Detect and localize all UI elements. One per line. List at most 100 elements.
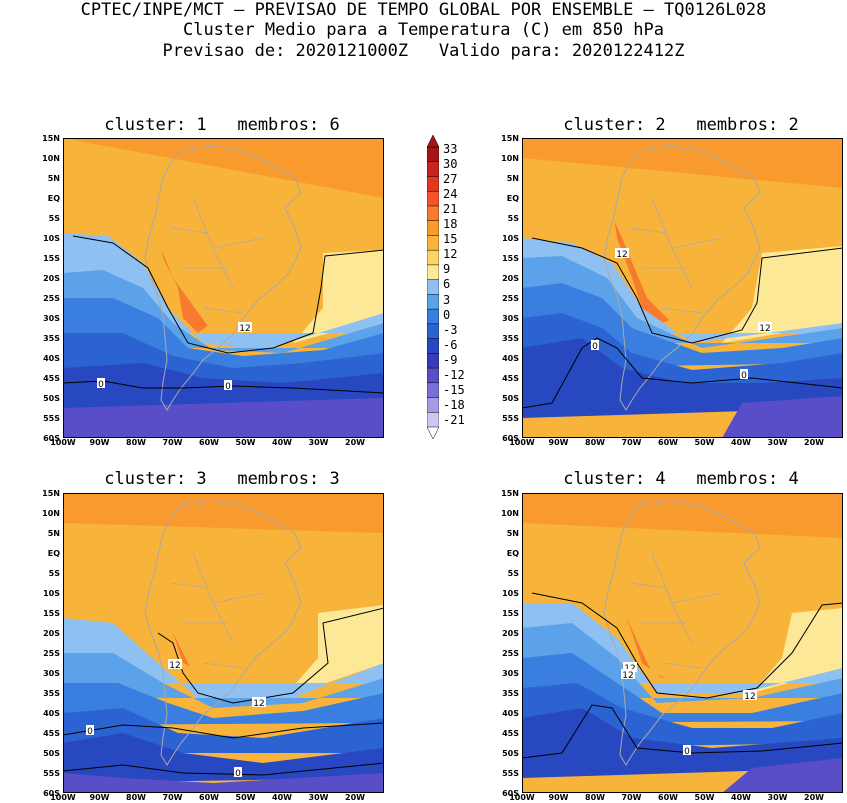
panel-2-title: cluster: 2 membros: 2 xyxy=(563,115,799,135)
svg-text:0: 0 xyxy=(592,342,598,352)
lon-tick-label: 50W xyxy=(694,438,715,447)
temperature-band xyxy=(522,338,843,418)
lon-tick-label: 50W xyxy=(235,793,256,802)
lat-tick-label: 30S xyxy=(43,669,60,678)
map-panel-cluster-2: 12 12 0 0 xyxy=(522,138,843,438)
country-border xyxy=(202,307,244,314)
lon-tick-label: 100W xyxy=(50,793,76,802)
colorbar-swatch xyxy=(427,294,439,310)
svg-text:0: 0 xyxy=(98,380,104,390)
svg-text:0: 0 xyxy=(684,747,690,757)
lat-tick-label: EQ xyxy=(506,194,519,203)
colorbar-label: 9 xyxy=(443,262,451,277)
map-panel-cluster-1: 0 0 12 xyxy=(63,138,384,438)
svg-text:12: 12 xyxy=(744,692,755,702)
contour-label: 12 xyxy=(615,248,629,260)
contour-label: 0 xyxy=(234,767,242,779)
temperature-band xyxy=(63,398,384,438)
colorbar-swatch xyxy=(427,220,439,237)
lat-tick-label: 50S xyxy=(43,394,60,403)
lat-tick-label: 60S xyxy=(502,789,519,798)
lat-tick-label: 60S xyxy=(43,789,60,798)
continent-outline xyxy=(603,145,761,411)
contour-line xyxy=(157,607,384,704)
svg-text:0: 0 xyxy=(225,382,231,392)
lat-tick-label: 45S xyxy=(502,729,519,738)
svg-text:12: 12 xyxy=(169,661,180,671)
colorbar-label: -6 xyxy=(443,337,458,352)
colorbar-label: -15 xyxy=(443,382,465,397)
lon-tick-label: 90W xyxy=(548,438,569,447)
temperature-field-2: 12 12 0 0 xyxy=(522,138,843,438)
lat-tick-label: 5S xyxy=(48,214,60,223)
contour-label: 12 xyxy=(743,690,757,702)
lon-tick-label: 60W xyxy=(199,793,219,802)
colorbar-swatch xyxy=(427,338,439,355)
lon-tick-label: 50W xyxy=(694,793,715,802)
lat-tick-label: 20S xyxy=(43,629,60,638)
header-line-2: Cluster Medio para a Temperatura (C) em … xyxy=(182,20,665,40)
colorbar-label: 24 xyxy=(443,187,458,202)
lat-tick-label: 35S xyxy=(502,334,519,343)
contour-label: 0 xyxy=(224,380,232,392)
lon-tick-label: 60W xyxy=(658,438,678,447)
lat-tick-label: 35S xyxy=(43,334,60,343)
lat-tick-label: 5S xyxy=(507,569,519,578)
lat-tick-label: 20S xyxy=(502,629,519,638)
lon-tick-label: 70W xyxy=(621,793,642,802)
country-border xyxy=(212,592,264,604)
continent-outline xyxy=(144,145,302,411)
colorbar-label: 0 xyxy=(443,307,451,322)
lat-tick-label: 10S xyxy=(502,234,519,243)
lat-tick-label: EQ xyxy=(506,549,519,558)
lat-tick-label: 60S xyxy=(502,434,519,443)
contour-line xyxy=(531,237,843,344)
lon-tick-label: 20W xyxy=(345,793,365,802)
temperature-band xyxy=(63,683,384,725)
lon-tick-label: 100W xyxy=(509,438,535,447)
lat-tick-label: EQ xyxy=(47,549,60,558)
colorbar-swatch xyxy=(427,397,439,414)
lon-tick-label: 60W xyxy=(199,438,219,447)
lon-tick-label: 20W xyxy=(804,793,824,802)
lat-tick-label: 15S xyxy=(502,609,519,618)
colorbar-swatch xyxy=(427,176,439,192)
lon-tick-label: 70W xyxy=(162,438,183,447)
lat-tick-label: 25S xyxy=(43,649,60,658)
lat-tick-label: 20S xyxy=(502,274,519,283)
colorbar-swatch xyxy=(427,323,439,340)
lon-tick-label: 20W xyxy=(804,438,824,447)
temperature-band xyxy=(522,523,843,693)
lat-tick-label: 5N xyxy=(506,174,519,183)
lat-tick-label: 20S xyxy=(43,274,60,283)
lat-tick-label: 25S xyxy=(43,294,60,303)
panel-frame xyxy=(63,138,384,438)
svg-text:0: 0 xyxy=(87,727,93,737)
temperature-band xyxy=(752,608,843,693)
svg-text:12: 12 xyxy=(616,250,627,260)
country-border xyxy=(671,237,723,249)
country-border xyxy=(661,662,703,669)
panel-frame xyxy=(522,138,843,438)
lon-tick-label: 90W xyxy=(548,793,569,802)
colorbar-label: 15 xyxy=(443,232,458,247)
colorbar-label: -18 xyxy=(443,397,465,412)
temperature-band xyxy=(722,396,843,438)
lon-tick-label: 60W xyxy=(658,793,678,802)
lat-tick-label: 15S xyxy=(43,254,60,263)
header-line-1: CPTEC/INPE/MCT — PREVISAO DE TEMPO GLOBA… xyxy=(80,0,767,20)
colorbar-arrow-top xyxy=(427,135,439,148)
lat-tick-label: 25S xyxy=(502,294,519,303)
svg-text:12: 12 xyxy=(759,324,770,334)
colorbar-swatch xyxy=(427,308,439,325)
lon-tick-label: 50W xyxy=(235,438,256,447)
lat-tick-label: 55S xyxy=(43,769,60,778)
country-border xyxy=(170,227,209,234)
colorbar-swatch xyxy=(427,382,439,399)
colorbar-swatch xyxy=(427,235,439,251)
lat-tick-label: 15N xyxy=(501,134,519,143)
lat-tick-label: 55S xyxy=(502,414,519,423)
lon-tick-label: 30W xyxy=(308,793,329,802)
lat-tick-label: 10S xyxy=(43,234,60,243)
